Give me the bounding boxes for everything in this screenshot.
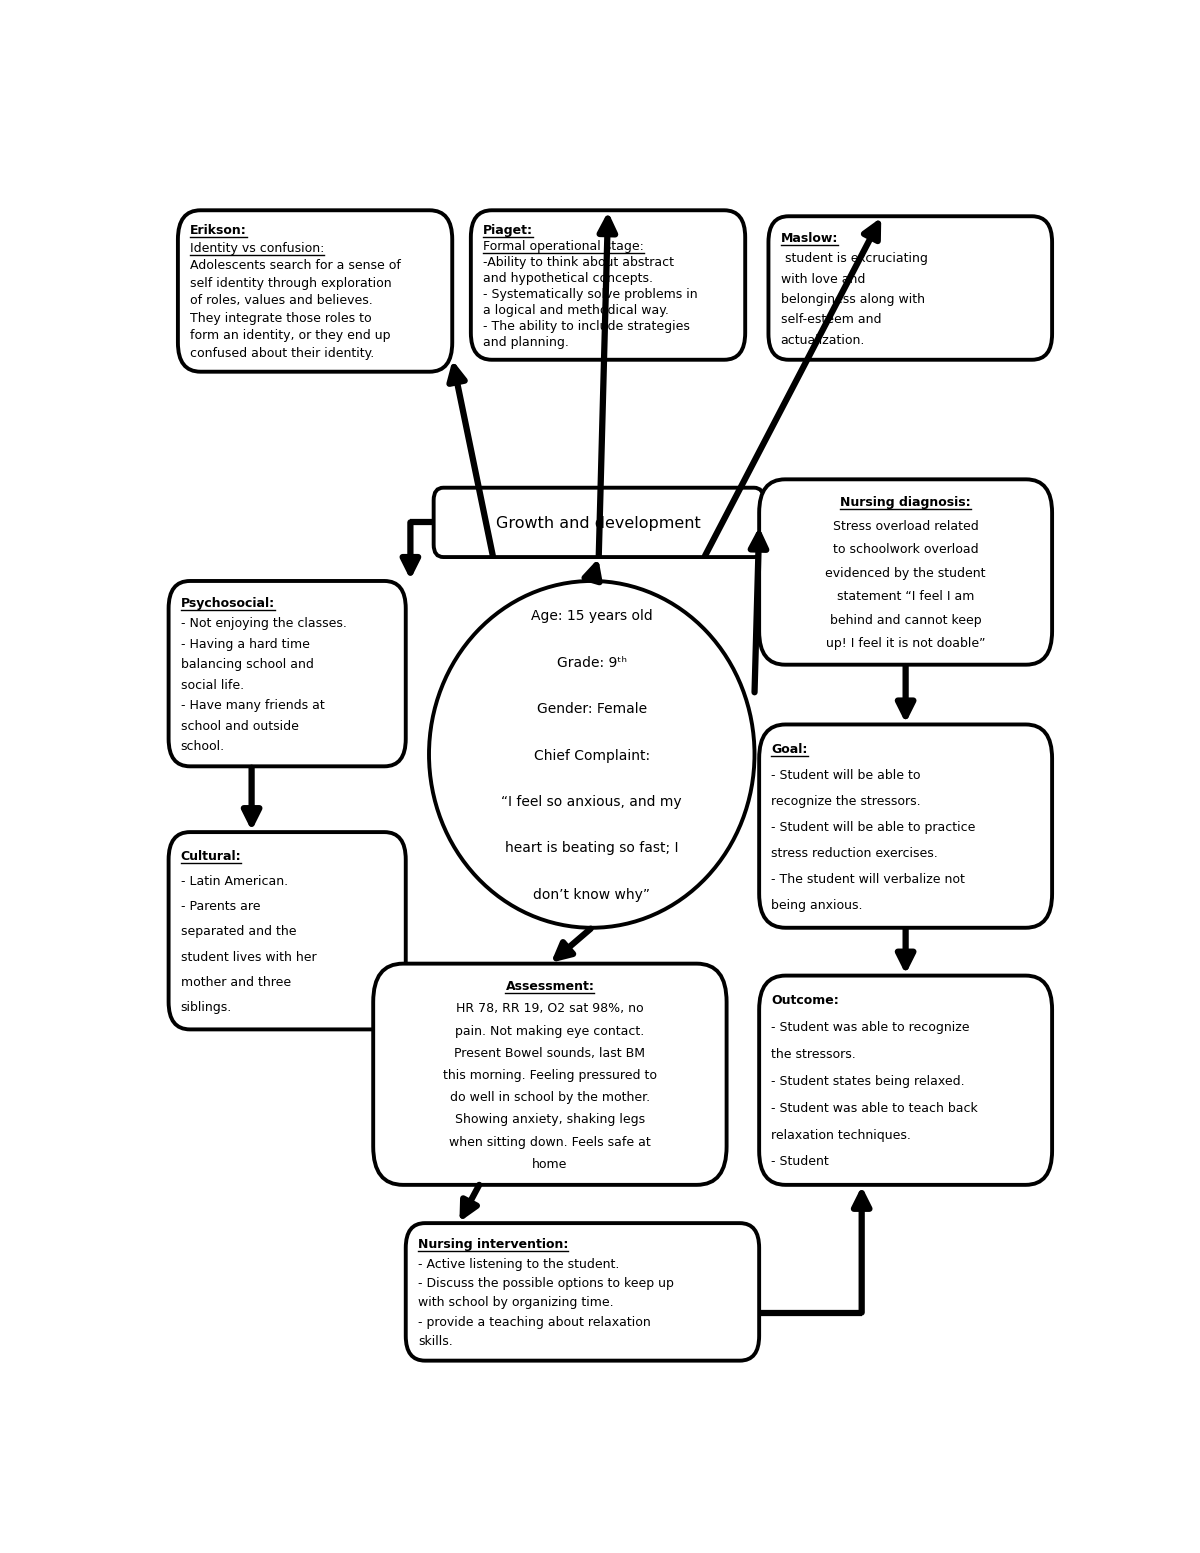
Text: Psychosocial:: Psychosocial: xyxy=(181,596,275,610)
Text: statement “I feel I am: statement “I feel I am xyxy=(836,590,974,603)
Text: Nursing intervention:: Nursing intervention: xyxy=(418,1238,569,1252)
Text: - Student will be able to: - Student will be able to xyxy=(772,769,920,781)
Text: Formal operational stage:: Formal operational stage: xyxy=(482,239,644,253)
Text: balancing school and: balancing school and xyxy=(181,658,313,671)
FancyBboxPatch shape xyxy=(760,724,1052,927)
Text: this morning. Feeling pressured to: this morning. Feeling pressured to xyxy=(443,1068,656,1082)
Text: Maslow:: Maslow: xyxy=(780,231,838,245)
Text: being anxious.: being anxious. xyxy=(772,899,863,912)
Text: belonginess along with: belonginess along with xyxy=(780,294,924,306)
Text: Grade: 9ᵗʰ: Grade: 9ᵗʰ xyxy=(557,655,626,669)
Text: Adolescents search for a sense of: Adolescents search for a sense of xyxy=(190,259,401,272)
Text: Present Bowel sounds, last BM: Present Bowel sounds, last BM xyxy=(455,1047,646,1059)
Text: school and outside: school and outside xyxy=(181,719,299,733)
Text: - Student: - Student xyxy=(772,1155,829,1168)
Text: - Latin American.: - Latin American. xyxy=(181,876,288,888)
Text: up! I feel it is not doable”: up! I feel it is not doable” xyxy=(826,637,985,649)
FancyBboxPatch shape xyxy=(168,581,406,766)
Text: do well in school by the mother.: do well in school by the mother. xyxy=(450,1092,650,1104)
Text: behind and cannot keep: behind and cannot keep xyxy=(830,613,982,626)
Text: - Parents are: - Parents are xyxy=(181,901,260,913)
Text: They integrate those roles to: They integrate those roles to xyxy=(190,312,372,325)
Text: separated and the: separated and the xyxy=(181,926,296,938)
Text: Stress overload related: Stress overload related xyxy=(833,520,978,533)
Text: Chief Complaint:: Chief Complaint: xyxy=(534,749,650,763)
Text: Cultural:: Cultural: xyxy=(181,849,241,863)
Text: heart is beating so fast; I: heart is beating so fast; I xyxy=(505,842,678,856)
Text: Goal:: Goal: xyxy=(772,742,808,756)
FancyBboxPatch shape xyxy=(768,216,1052,360)
Text: self identity through exploration: self identity through exploration xyxy=(190,276,391,290)
FancyBboxPatch shape xyxy=(406,1224,760,1360)
Text: home: home xyxy=(533,1157,568,1171)
Text: Outcome:: Outcome: xyxy=(772,994,839,1008)
Text: - Not enjoying the classes.: - Not enjoying the classes. xyxy=(181,617,347,631)
Text: siblings.: siblings. xyxy=(181,1000,232,1014)
Text: with school by organizing time.: with school by organizing time. xyxy=(418,1297,613,1309)
Text: of roles, values and believes.: of roles, values and believes. xyxy=(190,295,373,307)
Text: - Student will be able to practice: - Student will be able to practice xyxy=(772,822,976,834)
Text: self-esteem and: self-esteem and xyxy=(780,314,881,326)
Text: -Ability to think about abstract: -Ability to think about abstract xyxy=(482,256,674,269)
FancyBboxPatch shape xyxy=(433,488,763,558)
Text: - Student was able to recognize: - Student was able to recognize xyxy=(772,1022,970,1034)
Text: mother and three: mother and three xyxy=(181,975,290,989)
Text: - Have many friends at: - Have many friends at xyxy=(181,699,324,713)
Ellipse shape xyxy=(430,581,755,927)
FancyBboxPatch shape xyxy=(760,480,1052,665)
FancyBboxPatch shape xyxy=(760,975,1052,1185)
Text: and planning.: and planning. xyxy=(482,335,569,349)
Text: HR 78, RR 19, O2 sat 98%, no: HR 78, RR 19, O2 sat 98%, no xyxy=(456,1002,643,1016)
Text: school.: school. xyxy=(181,741,224,753)
Text: Nursing diagnosis:: Nursing diagnosis: xyxy=(840,497,971,509)
Text: don’t know why”: don’t know why” xyxy=(533,888,650,902)
Text: Piaget:: Piaget: xyxy=(482,224,533,236)
Text: the stressors.: the stressors. xyxy=(772,1048,856,1061)
Text: Assessment:: Assessment: xyxy=(505,980,594,994)
Text: - Student was able to teach back: - Student was able to teach back xyxy=(772,1101,978,1115)
Text: - The student will verbalize not: - The student will verbalize not xyxy=(772,873,965,885)
Text: form an identity, or they end up: form an identity, or they end up xyxy=(190,329,390,342)
Text: skills.: skills. xyxy=(418,1336,452,1348)
Text: Gender: Female: Gender: Female xyxy=(536,702,647,716)
Text: - The ability to include strategies: - The ability to include strategies xyxy=(482,320,690,332)
Text: evidenced by the student: evidenced by the student xyxy=(826,567,986,579)
FancyBboxPatch shape xyxy=(373,963,727,1185)
Text: - Discuss the possible options to keep up: - Discuss the possible options to keep u… xyxy=(418,1277,673,1291)
Text: Age: 15 years old: Age: 15 years old xyxy=(530,609,653,623)
FancyBboxPatch shape xyxy=(178,210,452,371)
Text: student is excruciating: student is excruciating xyxy=(780,252,928,266)
Text: recognize the stressors.: recognize the stressors. xyxy=(772,795,920,808)
Text: Growth and development: Growth and development xyxy=(497,516,701,531)
Text: - Student states being relaxed.: - Student states being relaxed. xyxy=(772,1075,965,1089)
Text: Erikson:: Erikson: xyxy=(190,225,247,238)
Text: pain. Not making eye contact.: pain. Not making eye contact. xyxy=(455,1025,644,1037)
Text: actualization.: actualization. xyxy=(780,334,865,346)
Text: a logical and methodical way.: a logical and methodical way. xyxy=(482,304,668,317)
FancyBboxPatch shape xyxy=(470,210,745,360)
Text: - Active listening to the student.: - Active listening to the student. xyxy=(418,1258,619,1270)
Text: Showing anxiety, shaking legs: Showing anxiety, shaking legs xyxy=(455,1114,644,1126)
Text: Identity vs confusion:: Identity vs confusion: xyxy=(190,242,324,255)
Text: to schoolwork overload: to schoolwork overload xyxy=(833,544,978,556)
Text: social life.: social life. xyxy=(181,679,244,691)
Text: with love and: with love and xyxy=(780,272,865,286)
Text: when sitting down. Feels safe at: when sitting down. Feels safe at xyxy=(449,1135,650,1149)
Text: student lives with her: student lives with her xyxy=(181,950,317,963)
Text: - Having a hard time: - Having a hard time xyxy=(181,638,310,651)
Text: - Systematically solve problems in: - Systematically solve problems in xyxy=(482,287,697,301)
Text: relaxation techniques.: relaxation techniques. xyxy=(772,1129,911,1141)
FancyBboxPatch shape xyxy=(168,832,406,1030)
Text: stress reduction exercises.: stress reduction exercises. xyxy=(772,846,938,860)
Text: - provide a teaching about relaxation: - provide a teaching about relaxation xyxy=(418,1315,650,1328)
Text: confused about their identity.: confused about their identity. xyxy=(190,346,374,360)
Text: and hypothetical concepts.: and hypothetical concepts. xyxy=(482,272,653,284)
Text: “I feel so anxious, and my: “I feel so anxious, and my xyxy=(502,795,682,809)
